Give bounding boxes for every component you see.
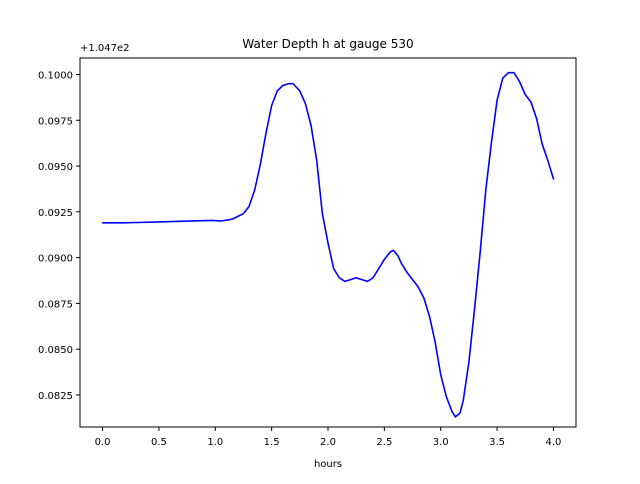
x-tick-label: 4.0 xyxy=(546,437,562,448)
y-offset-label: +1.047e2 xyxy=(80,43,130,54)
x-axis: 0.0 0.5 1.0 1.5 2.0 2.5 3.0 3.5 4.0 xyxy=(95,427,562,448)
x-tick-label: 1.0 xyxy=(207,437,223,448)
y-tick-label: 0.0875 xyxy=(38,299,73,310)
x-tick-label: 3.0 xyxy=(433,437,449,448)
chart-title: Water Depth h at gauge 530 xyxy=(242,37,413,51)
y-axis: 0.0825 0.0850 0.0875 0.0900 0.0925 0.0950 0.09… xyxy=(38,70,80,402)
series-line-1 xyxy=(101,71,555,418)
y-tick-label: 0.0825 xyxy=(38,391,73,402)
y-tick-label: 0.0850 xyxy=(38,345,73,356)
y-tick-label: 0.1000 xyxy=(38,70,73,81)
x-tick-label: 2.5 xyxy=(376,437,392,448)
x-tick-label: 2.0 xyxy=(320,437,336,448)
x-tick-label: 3.5 xyxy=(489,437,505,448)
y-tick-label: 0.0975 xyxy=(38,116,73,127)
y-tick-label: 0.0900 xyxy=(38,254,73,265)
x-tick-label: 0.5 xyxy=(151,437,167,448)
x-tick-label: 1.5 xyxy=(264,437,280,448)
x-axis-label: hours xyxy=(314,459,342,470)
y-tick-label: 0.0950 xyxy=(38,162,73,173)
plot-area xyxy=(101,71,555,418)
y-tick-label: 0.0925 xyxy=(38,208,73,219)
x-tick-label: 0.0 xyxy=(95,437,111,448)
